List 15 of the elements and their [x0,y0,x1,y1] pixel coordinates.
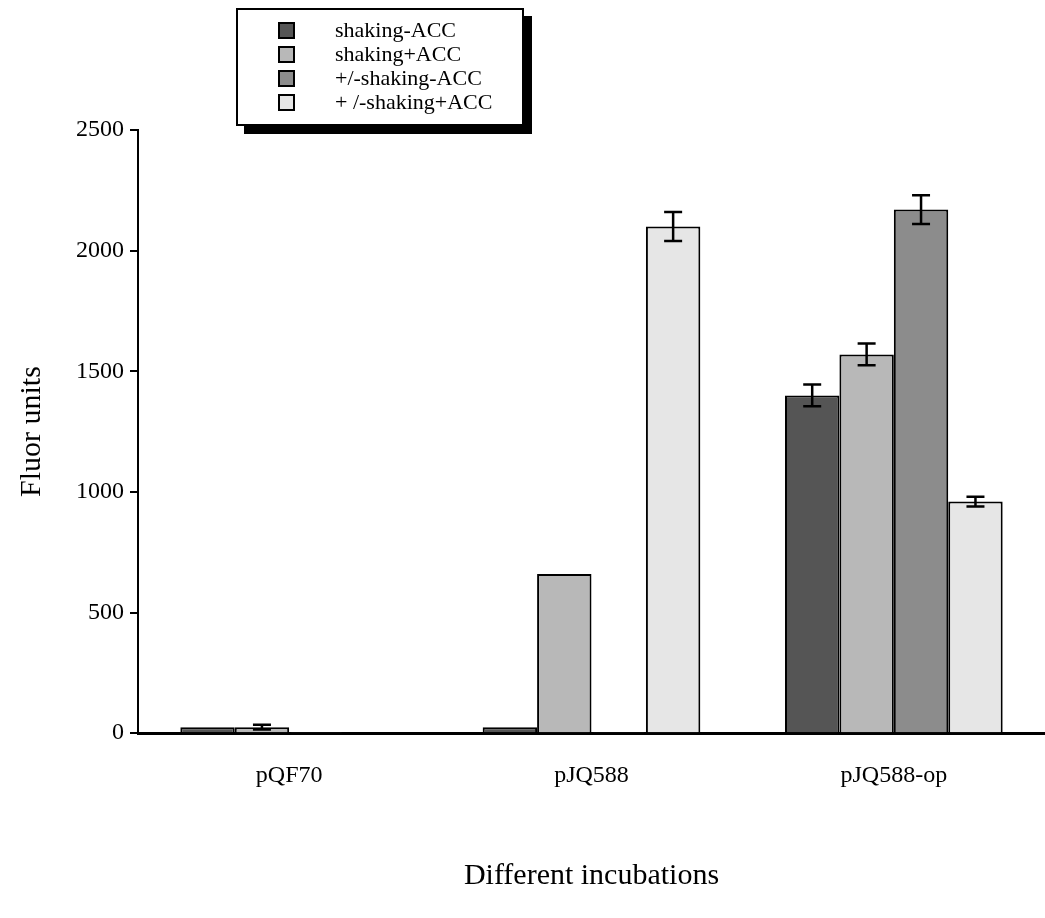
x-tick-label: pQF70 [255,760,323,787]
x-tick-label: pJQ588-op [840,760,948,787]
y-tick-label: 1000 [76,477,124,504]
legend-label: shaking-ACC [335,17,456,42]
y-tick-label: 1500 [76,356,124,383]
y-tick-label: 2500 [76,115,124,142]
y-tick-label: 2000 [76,235,124,262]
x-tick-label: pJQ588 [554,760,629,787]
y-tick-label: 0 [112,718,124,745]
y-axis-title: Fluor units [12,366,46,498]
legend-label: + /-shaking+ACC [335,89,493,114]
legend-label: +/-shaking-ACC [335,65,482,90]
y-tick-label: 500 [88,597,124,624]
legend-label: shaking+ACC [335,41,462,66]
x-axis-title: Different incubations [463,856,720,890]
